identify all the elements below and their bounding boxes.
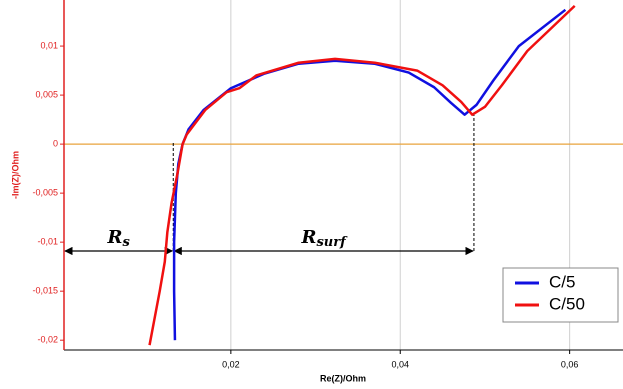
y-tick-label: -0,02 (37, 335, 58, 345)
legend-box (502, 267, 619, 323)
y-tick-label: -0,015 (32, 286, 58, 296)
series-line (148, 4, 576, 346)
legend-label: C/5 (549, 272, 575, 291)
annotation-symbol: R (301, 227, 317, 248)
x-axis-label: Re(Z)/Ohm (320, 373, 366, 383)
y-tick-label: 0,005 (35, 89, 58, 99)
annotation-subscript: s (122, 234, 130, 249)
x-tick-label: 0,02 (222, 359, 240, 369)
legend-label: C/50 (549, 294, 585, 313)
annotation-subscript: surf (316, 234, 348, 249)
x-tick-label: 0,04 (391, 359, 409, 369)
annotation-label: Rs (106, 227, 130, 250)
annotation-symbol: R (106, 227, 122, 248)
x-tick-label: 0,06 (561, 359, 579, 369)
y-tick-label: -0,005 (32, 188, 58, 198)
y-axis-label: -Im(Z)/Ohm (10, 151, 20, 199)
annotation-label: Rsurf (301, 227, 349, 250)
y-tick-label: 0 (53, 138, 58, 148)
y-tick-label: -0,01 (37, 237, 58, 247)
y-tick-label: 0,01 (40, 40, 58, 50)
